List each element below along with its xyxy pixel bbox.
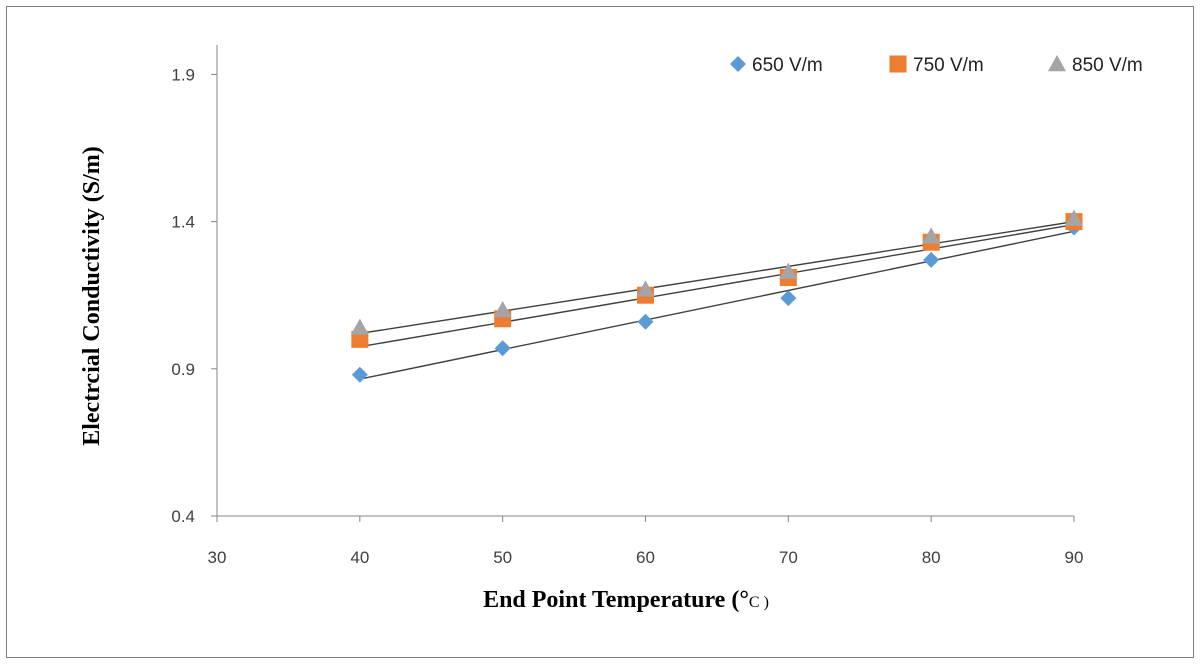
legend-square-icon	[889, 55, 907, 73]
legend-label: 650 V/m	[752, 55, 823, 76]
data-point-square	[351, 330, 369, 348]
trendline-3	[359, 220, 1075, 335]
data-point-triangle	[493, 300, 512, 318]
trendlines	[359, 220, 1075, 380]
y-axis-title: Electrcial Conductivity (S/m)	[79, 146, 105, 446]
legend: 650 V/m 750 V/m 850 V/m	[730, 55, 1143, 76]
trendline-2	[359, 223, 1075, 348]
x-tick-label: 60	[636, 548, 655, 567]
y-tick-label: 0.9	[171, 360, 195, 379]
axes	[211, 45, 1075, 522]
y-tick-label: 1.4	[171, 213, 195, 232]
x-tick-labels: 30 40 50 60 70 80 90	[208, 548, 1084, 567]
data-point-diamond	[494, 340, 511, 357]
x-tick-label: 80	[922, 548, 941, 567]
data-point-diamond	[923, 251, 940, 268]
legend-label: 850 V/m	[1072, 55, 1143, 76]
data-point-triangle	[1065, 209, 1083, 226]
x-tick-label: 50	[493, 548, 512, 567]
data-point-diamond	[780, 290, 797, 307]
x-tick-label: 90	[1065, 548, 1084, 567]
data-point-diamond	[637, 313, 654, 330]
data-point-diamond	[351, 366, 368, 383]
legend-triangle-icon	[1048, 55, 1066, 72]
chart-frame	[6, 6, 1194, 658]
x-tick-label: 70	[779, 548, 798, 567]
x-tick-label: 30	[208, 548, 227, 567]
trendline-1	[359, 230, 1075, 380]
y-tick-label: 0.4	[171, 507, 195, 526]
y-tick-labels: 0.4 0.9 1.4 1.9	[171, 65, 195, 526]
legend-diamond-icon	[730, 56, 746, 72]
data-point-triangle	[350, 318, 369, 335]
data-points	[350, 209, 1083, 383]
x-tick-label: 40	[350, 548, 369, 567]
y-tick-label: 1.9	[171, 65, 195, 84]
data-point-triangle	[779, 262, 798, 279]
x-axis-title: End Point Temperature (°C )	[483, 587, 769, 613]
legend-label: 750 V/m	[913, 55, 984, 76]
data-point-triangle	[636, 280, 655, 297]
data-point-triangle	[922, 227, 941, 244]
